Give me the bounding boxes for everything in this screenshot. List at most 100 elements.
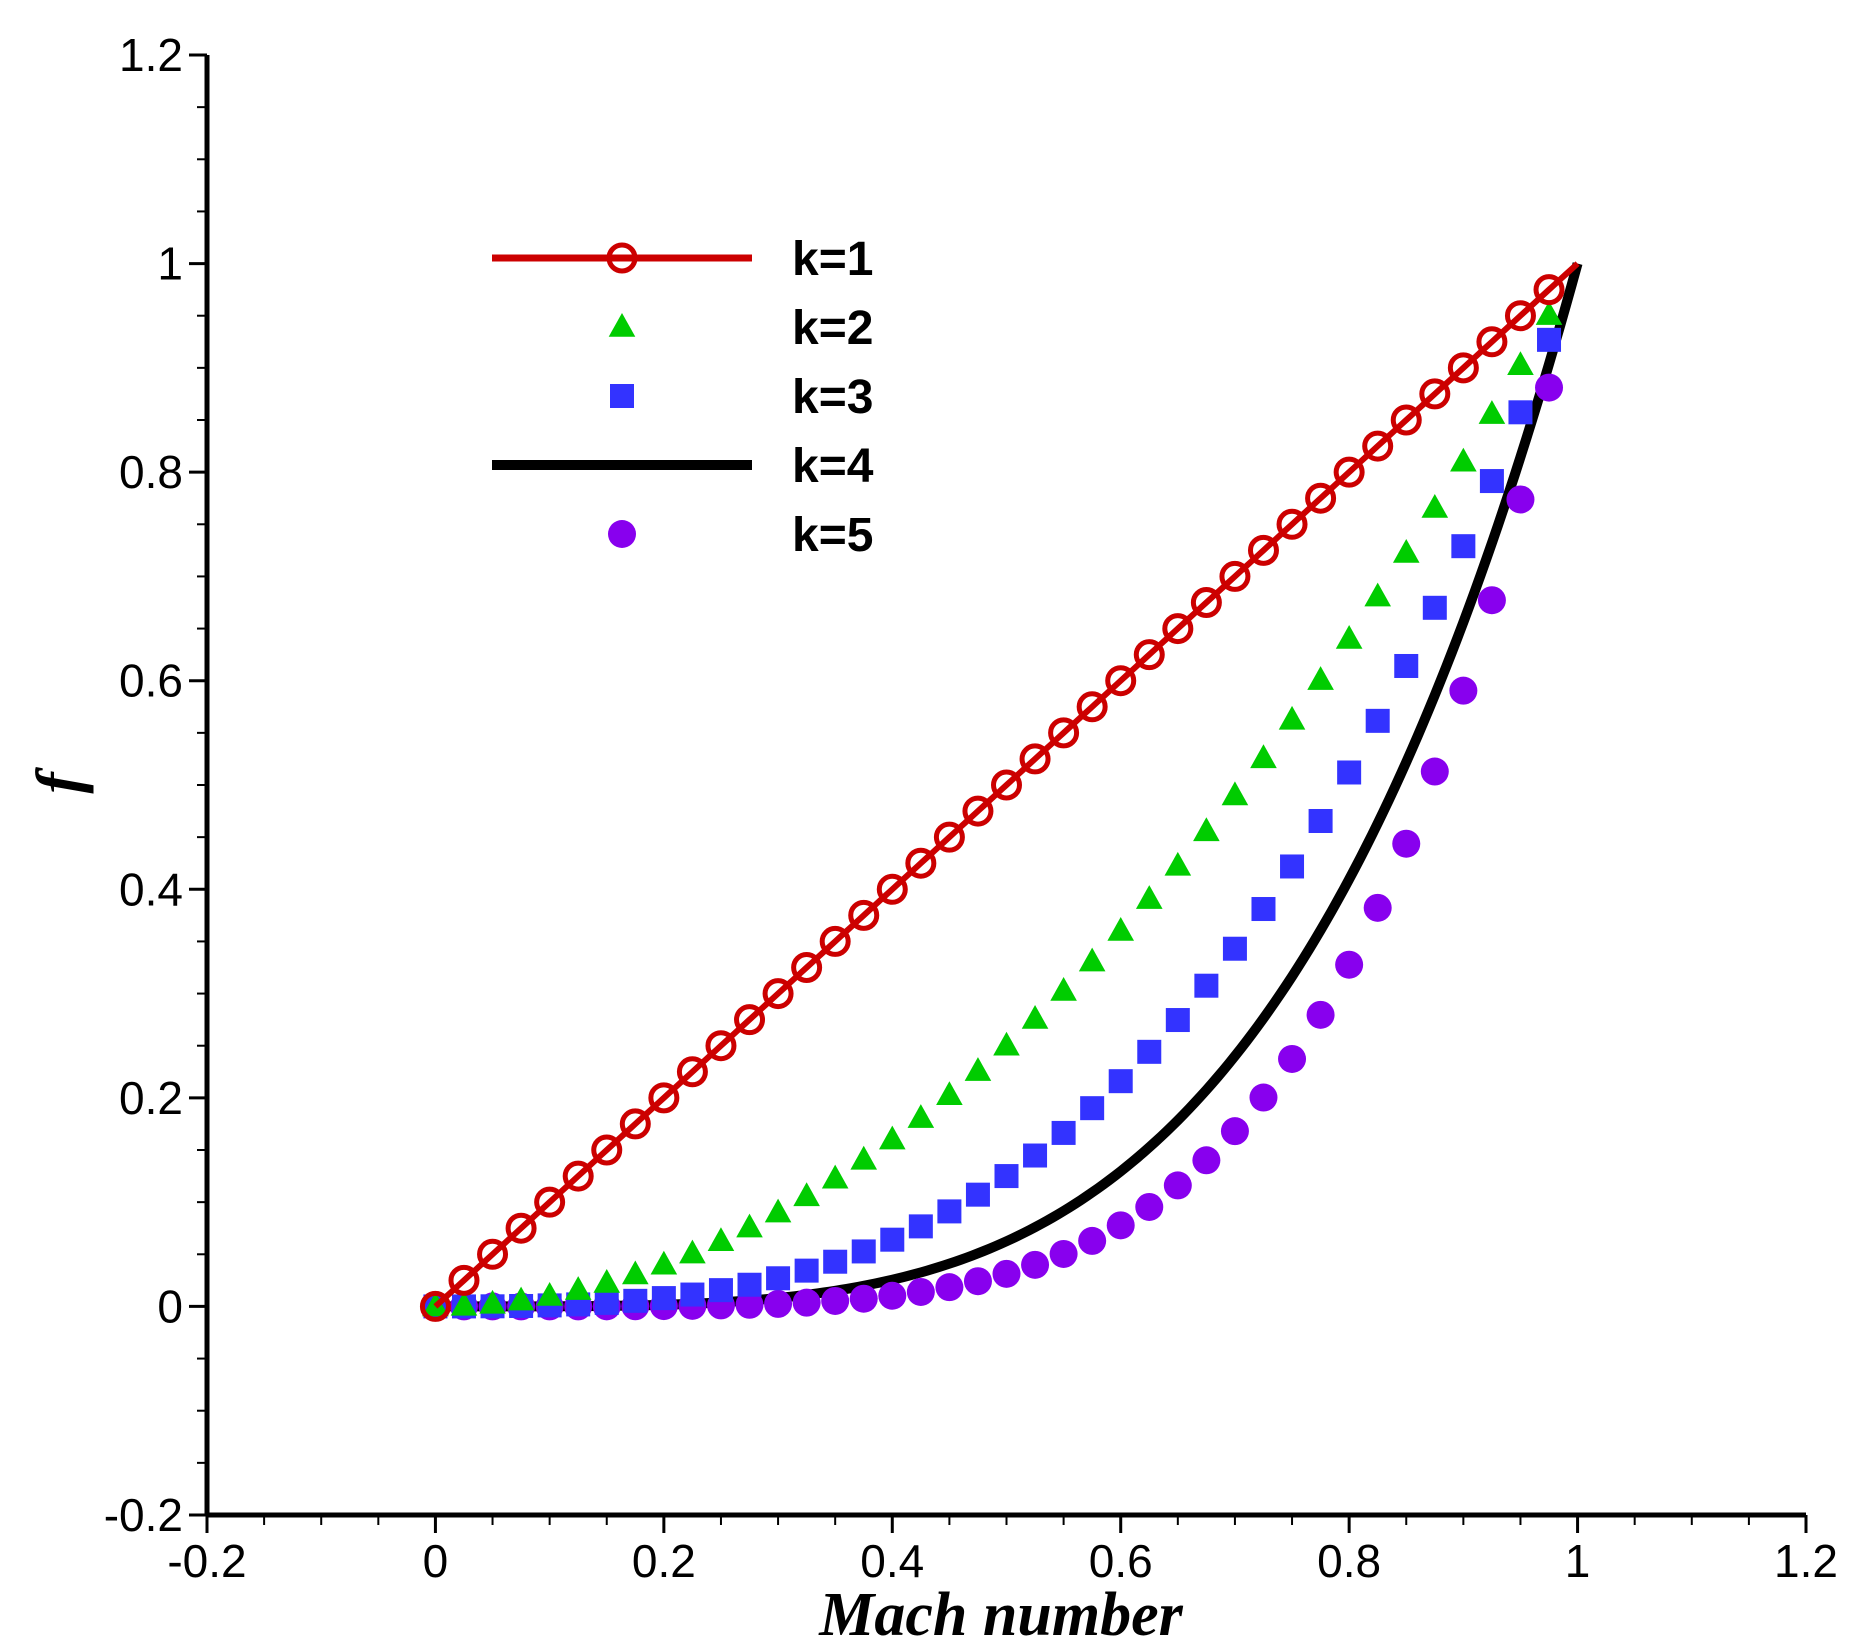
data-point-k=2 (507, 1286, 535, 1311)
data-point-k=2 (1078, 947, 1106, 972)
data-point-k=3 (1508, 400, 1533, 425)
data-point-k=3 (908, 1214, 933, 1239)
data-point-k=5 (1106, 1211, 1135, 1240)
data-point-k=5 (1135, 1192, 1164, 1221)
data-point-k=2 (1278, 705, 1306, 730)
data-point-k=2 (793, 1182, 820, 1207)
data-point-k=1 (762, 978, 794, 1010)
x-tick-label: 0.4 (860, 1535, 924, 1587)
data-point-k=2 (536, 1282, 563, 1306)
data-point-k=5 (821, 1286, 850, 1315)
data-point-k=1 (991, 769, 1022, 801)
data-point-k=1 (1333, 456, 1365, 488)
data-point-k=1 (448, 1264, 480, 1296)
data-point-k=2 (1250, 744, 1277, 769)
data-point-k=5 (1220, 1117, 1249, 1146)
data-point-k=2 (679, 1239, 706, 1264)
data-point-k=2 (1307, 666, 1334, 690)
y-tick-label: 0.4 (119, 863, 183, 915)
y-tick-label: 0.6 (119, 655, 183, 707)
data-point-k=2 (1507, 351, 1534, 376)
data-point-k=2 (993, 1031, 1020, 1056)
legend-label-k=2: k=2 (792, 302, 873, 355)
data-point-k=1 (1190, 587, 1222, 618)
data-point-k=5 (1021, 1250, 1050, 1279)
legend-label-k=5: k=5 (792, 509, 873, 562)
data-point-k=1 (1419, 378, 1451, 410)
data-point-k=3 (994, 1164, 1019, 1189)
data-point-k=3 (766, 1266, 791, 1291)
data-point-k=5 (1477, 586, 1506, 615)
data-point-k=2 (479, 1289, 506, 1314)
y-tick-label: -0.2 (104, 1489, 183, 1541)
y-tick-label: 0.8 (119, 446, 183, 498)
data-point-k=1 (534, 1186, 566, 1218)
data-point-k=5 (1078, 1226, 1107, 1255)
data-point-k=1 (1447, 352, 1479, 384)
x-tick-label: 0 (423, 1535, 449, 1587)
y-tick-label: 0.2 (119, 1072, 183, 1124)
data-point-k=5 (792, 1288, 821, 1317)
data-point-k=3 (1051, 1120, 1076, 1145)
data-point-k=3 (1365, 708, 1390, 733)
data-point-k=2 (878, 1125, 906, 1150)
data-point-k=2 (850, 1145, 878, 1170)
data-point-k=1 (619, 1108, 651, 1140)
data-point-k=3 (1451, 534, 1476, 559)
legend-item-k=4: k=4 (492, 440, 874, 493)
data-point-k=2 (450, 1291, 478, 1316)
data-point-k=3 (651, 1286, 676, 1311)
data-point-k=3 (1222, 936, 1247, 961)
data-point-k=1 (1076, 691, 1108, 723)
data-point-k=5 (1449, 676, 1478, 705)
data-point-k=3 (851, 1239, 876, 1264)
data-point-k=1 (905, 847, 937, 879)
data-point-k=5 (1363, 893, 1392, 922)
data-point-k=2 (821, 1164, 849, 1189)
data-point-k=2 (1193, 817, 1220, 842)
data-point-k=1 (1533, 274, 1565, 306)
axes: -0.2 0 0.2 0.4 0.6 0.8 1 1.2 -0.2 0 0.2 0.4 0.6 0.8 1 1… (104, 29, 1838, 1587)
data-point-k=1 (1390, 404, 1422, 436)
data-point-k=1 (734, 1004, 766, 1036)
data-point-k=2 (907, 1104, 935, 1128)
data-point-k=1 (1276, 508, 1308, 540)
x-tick-label: 0.2 (632, 1535, 696, 1587)
data-point-k=3 (1137, 1039, 1162, 1064)
data-point-k=2 (1450, 447, 1477, 472)
data-point-k=5 (1335, 950, 1364, 979)
data-point-k=2 (736, 1213, 763, 1238)
data-point-k=2 (1107, 917, 1135, 941)
data-point-k=3 (1194, 973, 1219, 998)
y-tick-label: 1.2 (119, 29, 183, 81)
data-point-k=2 (1535, 301, 1563, 325)
data-point-k=1 (819, 925, 851, 957)
data-point-k=2 (1221, 781, 1249, 806)
series-k=1 (419, 261, 1580, 1322)
data-point-k=3 (623, 1288, 648, 1313)
data-point-k=3 (1280, 854, 1305, 879)
x-axis-title: Mach number (818, 1581, 1183, 1649)
data-point-k=5 (1278, 1044, 1307, 1073)
data-point-k=5 (1535, 373, 1564, 402)
data-point-k=5 (1306, 1000, 1335, 1029)
y-tick-label: 0 (157, 1280, 183, 1332)
legend-item-k=1: k=1 (492, 233, 873, 286)
data-point-k=1 (419, 1290, 451, 1322)
data-point-k=1 (477, 1238, 509, 1270)
data-point-k=5 (1049, 1239, 1078, 1268)
data-point-k=3 (794, 1258, 819, 1283)
data-point-k=3 (880, 1227, 905, 1252)
data-point-k=1 (562, 1160, 594, 1192)
data-point-k=3 (1108, 1069, 1133, 1094)
data-point-k=5 (1420, 757, 1449, 786)
legend-label-k=3: k=3 (792, 371, 873, 424)
data-point-k=3 (937, 1199, 962, 1224)
data-point-k=5 (1163, 1171, 1192, 1200)
x-tick-label: -0.2 (167, 1535, 246, 1587)
y-axis-title: f (23, 767, 94, 794)
x-tick-label: 0.6 (1089, 1535, 1153, 1587)
data-point-k=1 (505, 1212, 537, 1244)
legend: k=1 k=2 k=3 k=4 k=5 (492, 233, 874, 562)
